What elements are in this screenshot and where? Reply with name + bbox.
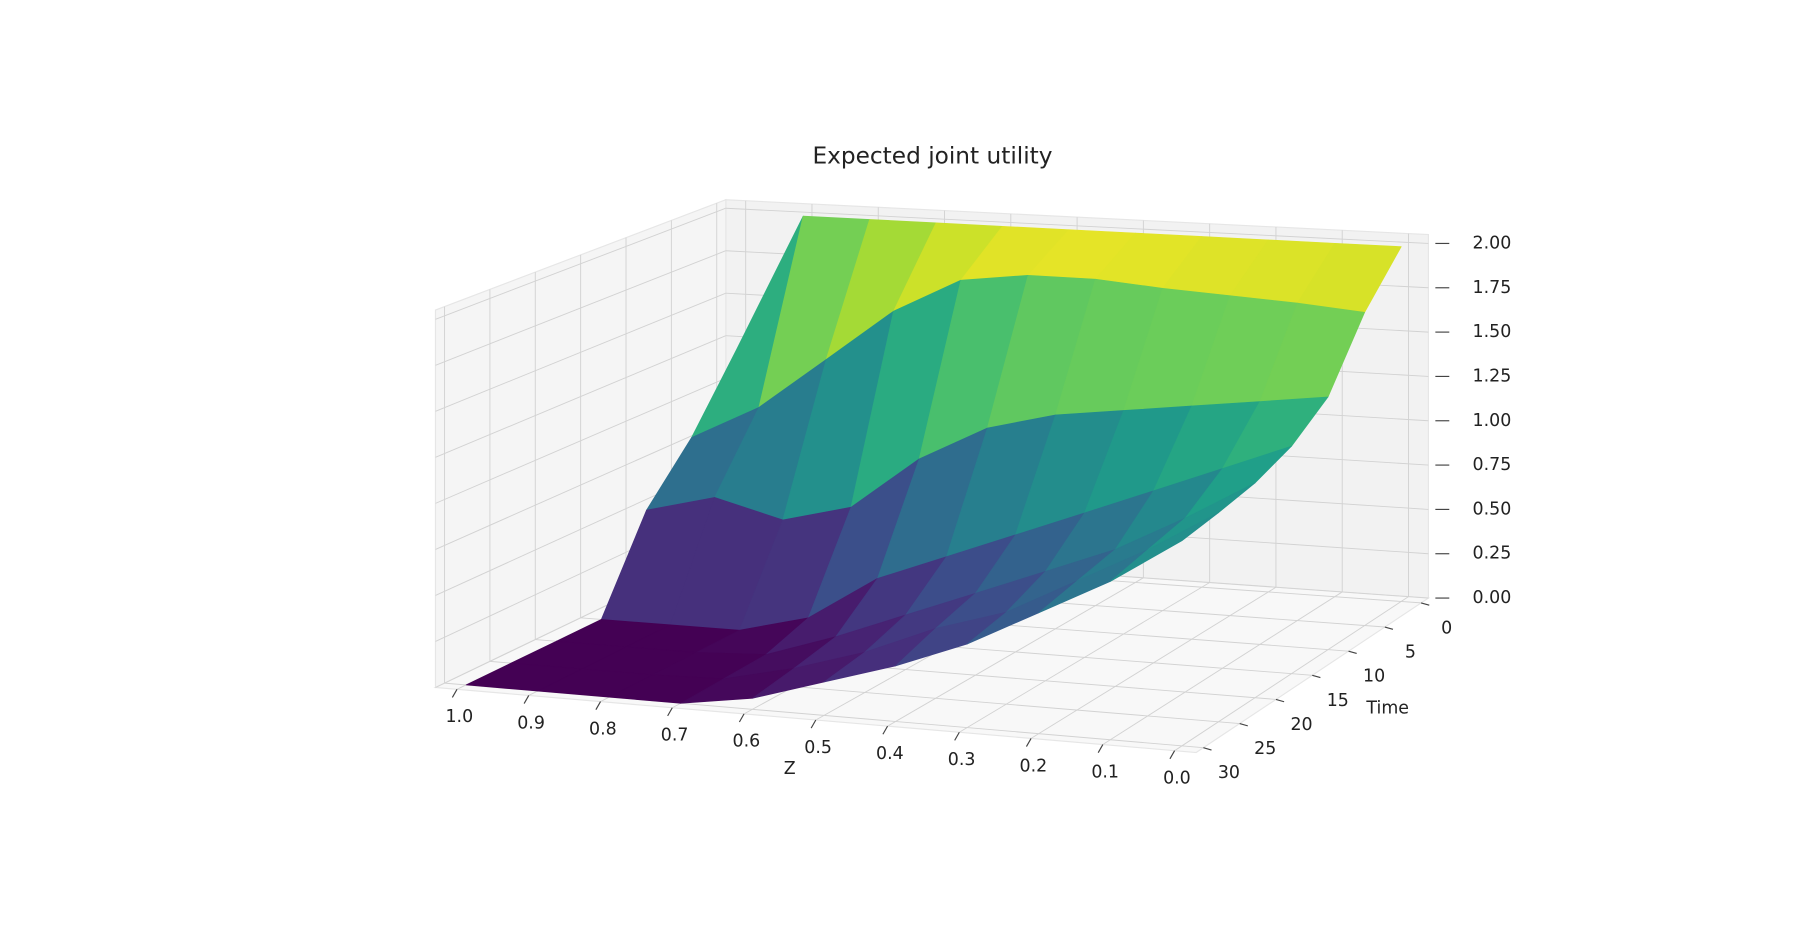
x-tick <box>1169 750 1176 760</box>
x-tick-label: 0.8 <box>589 719 617 739</box>
grid-line <box>435 377 726 504</box>
z-tick-label: 0.00 <box>1473 588 1512 608</box>
x-tick-label: 0.0 <box>1163 769 1191 789</box>
x-tick <box>595 701 602 711</box>
grid-line <box>725 207 1429 244</box>
y-tick <box>1275 698 1285 703</box>
grid-line <box>435 420 726 550</box>
x-tick-label: 0.6 <box>733 732 761 752</box>
x-tick <box>954 731 960 741</box>
y-tick <box>1420 602 1430 606</box>
z-tick-label: 2.00 <box>1473 233 1512 253</box>
x-tick <box>451 689 458 698</box>
x-tick-label: 0.3 <box>948 750 976 770</box>
x-tick <box>667 707 673 717</box>
x-tick-label: 0.4 <box>876 744 904 764</box>
x-tick-label: 0.9 <box>517 713 545 733</box>
z-tick-label: 0.75 <box>1473 455 1512 475</box>
grid-line <box>435 335 726 458</box>
x-tick <box>882 725 889 735</box>
y-tick <box>1384 626 1394 630</box>
y-tick-label: 0 <box>1441 618 1452 638</box>
y-tick <box>1348 650 1357 655</box>
chart-title: Expected joint utility <box>812 142 1052 169</box>
y-tick-label: 20 <box>1290 715 1312 735</box>
x-tick <box>1097 744 1104 753</box>
x-tick <box>1025 738 1032 747</box>
x-tick <box>523 695 530 704</box>
z-tick-label: 1.25 <box>1473 366 1512 386</box>
y-tick <box>1239 722 1248 727</box>
x-tick-label: 0.7 <box>661 726 689 746</box>
x-tick <box>810 719 817 729</box>
y-tick-label: 10 <box>1363 667 1385 687</box>
z-tick-label: 1.50 <box>1473 322 1512 342</box>
z-tick-label: 0.50 <box>1473 499 1512 519</box>
y-tick-label: 25 <box>1254 739 1276 759</box>
y-tick-label: 5 <box>1405 643 1416 663</box>
z-tick-label: 1.00 <box>1473 411 1512 431</box>
y-tick <box>1312 674 1321 679</box>
grid-line <box>435 250 726 366</box>
y-axis-label: Time <box>1365 698 1409 718</box>
x-tick-label: 0.2 <box>1020 756 1048 776</box>
x-tick-label: 0.5 <box>804 738 832 758</box>
x-tick-label: 0.1 <box>1091 762 1119 782</box>
z-tick-label: 1.75 <box>1473 278 1512 298</box>
grid-line <box>435 207 726 320</box>
y-tick-label: 30 <box>1218 763 1240 783</box>
x-tick <box>738 713 745 723</box>
y-tick-label: 15 <box>1327 691 1349 711</box>
y-tick <box>1203 747 1212 751</box>
x-axis-label: Z <box>784 759 796 779</box>
grid-line <box>435 292 726 412</box>
z-tick-label: 0.25 <box>1473 544 1512 564</box>
surface-patch <box>1109 512 1219 582</box>
x-tick-label: 1.0 <box>445 707 473 727</box>
